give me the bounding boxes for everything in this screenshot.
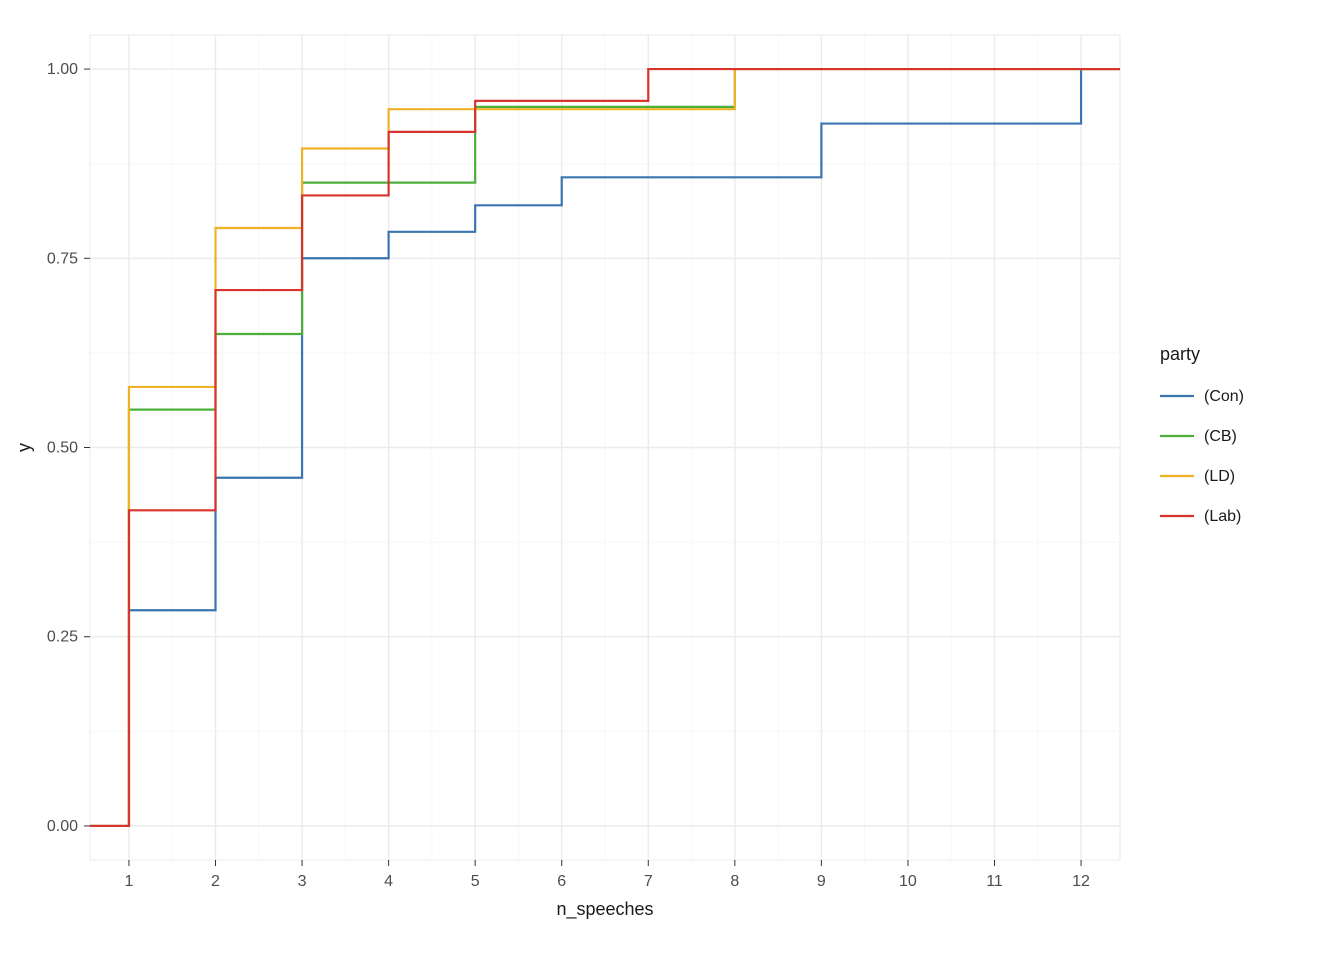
y-tick-label: 1.00 xyxy=(47,61,78,78)
x-tick-label: 5 xyxy=(471,873,480,890)
legend-label: (Con) xyxy=(1204,388,1244,405)
y-tick-label: 0.00 xyxy=(47,818,78,835)
y-axis-title: y xyxy=(14,443,34,452)
x-tick-label: 9 xyxy=(817,873,826,890)
x-tick-label: 3 xyxy=(298,873,307,890)
x-tick-label: 10 xyxy=(899,873,917,890)
x-tick-label: 2 xyxy=(211,873,220,890)
x-tick-label: 1 xyxy=(124,873,133,890)
legend-label: (Lab) xyxy=(1204,508,1241,525)
ecdf-chart: 1234567891011120.000.250.500.751.00n_spe… xyxy=(0,0,1344,960)
legend-title: party xyxy=(1160,344,1200,364)
x-tick-label: 6 xyxy=(557,873,566,890)
x-tick-label: 11 xyxy=(986,873,1003,890)
x-tick-label: 12 xyxy=(1072,873,1090,890)
x-axis-title: n_speeches xyxy=(556,899,653,920)
legend-label: (CB) xyxy=(1204,428,1237,445)
y-tick-label: 0.25 xyxy=(47,629,78,646)
y-tick-label: 0.75 xyxy=(47,250,78,267)
x-tick-label: 7 xyxy=(644,873,653,890)
y-tick-label: 0.50 xyxy=(47,440,78,457)
x-tick-label: 4 xyxy=(384,873,393,890)
chart-svg: 1234567891011120.000.250.500.751.00n_spe… xyxy=(0,0,1344,960)
legend-label: (LD) xyxy=(1204,468,1235,485)
x-tick-label: 8 xyxy=(730,873,739,890)
